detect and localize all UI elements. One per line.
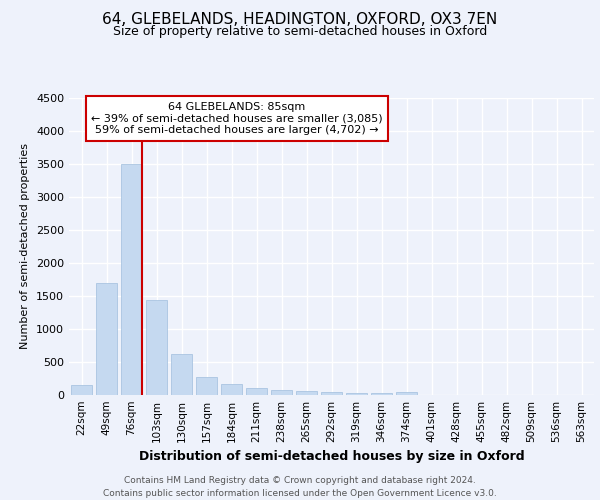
Text: Contains HM Land Registry data © Crown copyright and database right 2024.: Contains HM Land Registry data © Crown c… (124, 476, 476, 485)
Text: Contains public sector information licensed under the Open Government Licence v3: Contains public sector information licen… (103, 489, 497, 498)
Bar (271, 390, 292, 395)
Bar (221, 384, 242, 395)
Bar (246, 388, 267, 395)
Bar (296, 392, 317, 395)
Bar (346, 392, 367, 395)
Bar (96, 282, 117, 395)
Bar (371, 393, 392, 395)
Text: 64, GLEBELANDS, HEADINGTON, OXFORD, OX3 7EN: 64, GLEBELANDS, HEADINGTON, OXFORD, OX3 … (103, 12, 497, 28)
Y-axis label: Number of semi-detached properties: Number of semi-detached properties (20, 143, 31, 350)
Bar (171, 354, 192, 395)
Bar (196, 377, 217, 395)
Bar (146, 300, 167, 395)
X-axis label: Distribution of semi-detached houses by size in Oxford: Distribution of semi-detached houses by … (139, 450, 524, 464)
Bar (396, 392, 417, 395)
Bar (71, 385, 92, 395)
Text: Size of property relative to semi-detached houses in Oxford: Size of property relative to semi-detach… (113, 25, 487, 38)
Bar (121, 164, 142, 395)
Bar (321, 392, 342, 395)
Text: 64 GLEBELANDS: 85sqm
← 39% of semi-detached houses are smaller (3,085)
59% of se: 64 GLEBELANDS: 85sqm ← 39% of semi-detac… (91, 102, 383, 135)
